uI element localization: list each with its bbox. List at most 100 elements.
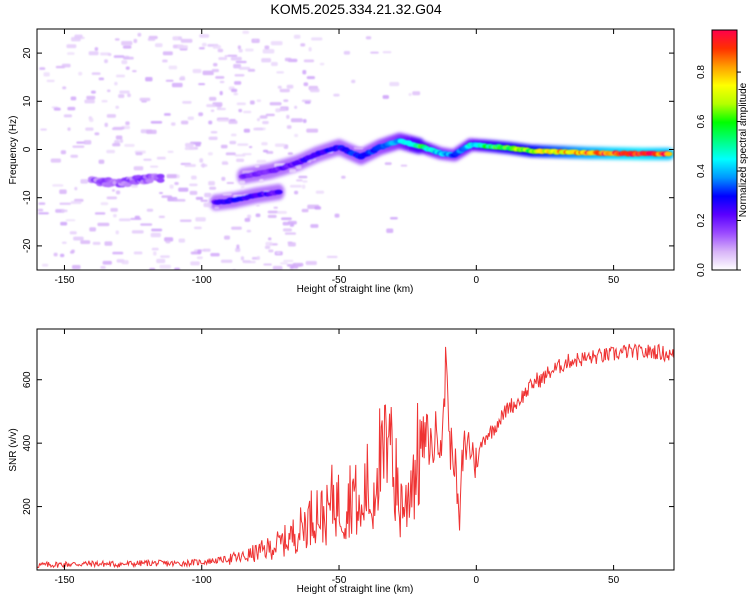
colorbar-tick-label: 0.0 [696,263,707,277]
spectrogram-speckle [160,255,170,258]
x-tick-label: -100 [192,275,212,286]
spectrogram-speckle [287,241,293,244]
spectrogram-speckle [255,213,261,218]
spectrogram-speckle [300,43,306,47]
spectrogram-speckle [306,128,319,133]
spectrogram-speckle [118,94,125,99]
spectrogram-speckle [267,214,277,219]
spectrogram-speckle [243,260,256,264]
x-tick-label: -150 [54,575,74,586]
spectrogram-speckle [139,97,151,102]
spectrogram-speckle [333,93,340,97]
spectrogram-speckle [86,95,96,100]
spectrogram-secondary-band [156,178,165,183]
spectrogram-speckle [89,227,97,232]
y-tick-label: 0 [22,146,33,152]
colorbar-tick-label: 0.6 [696,114,707,128]
spectrogram-speckle [254,164,260,168]
spectrogram-speckle [154,43,163,48]
spectrogram-speckle [216,107,226,111]
spectrogram-speckle [319,62,325,66]
spectrogram-speckle [112,143,121,147]
spectrogram-speckle [209,186,217,190]
spectrogram-speckle [265,113,275,117]
spectrogram-y-label: Frequency (Hz) [8,116,19,185]
spectrogram-speckle [189,190,198,195]
y-tick-label: -20 [22,238,33,253]
colorbar-tick-label: 0.2 [696,213,707,227]
spectrogram-speckle [113,214,117,218]
spectrogram-speckle [315,190,325,194]
spectrogram-speckle [264,45,270,50]
colorbar-tick-label: 0.4 [696,164,707,178]
spectrogram-speckle [280,262,288,265]
spectrogram-speckle [237,45,241,50]
spectrogram-speckle [302,70,307,75]
spectrogram-speckle [131,230,144,234]
spectrogram-speckle [253,127,264,131]
spectrogram-speckle [66,44,77,49]
spectrogram-speckle [150,232,161,238]
snr-y-label: SNR (v/v) [8,428,19,471]
spectrogram-speckle [353,146,364,150]
spectrogram-speckle [267,210,279,214]
spectrogram-speckle [104,59,108,64]
spectrogram-speckle [151,228,163,232]
y-tick-label: 200 [22,498,33,515]
spectrogram-speckle [115,135,123,140]
colorbar-gradient [712,30,737,270]
spectrogram-speckle [121,260,129,265]
spectrogram-speckle [264,245,271,250]
spectrogram-speckle [107,53,112,57]
spectrogram-speckle [303,59,315,63]
spectrogram-speckle [270,41,283,46]
spectrogram-speckle [178,187,189,192]
spectrogram-speckle [282,228,292,232]
spectrogram-speckle [50,158,61,163]
spectrogram-speckle [150,120,163,124]
spectrogram-speckle [69,231,77,235]
spectrogram-speckle [42,263,49,267]
spectrogram-speckle [76,141,86,144]
spectrogram-speckle [40,128,47,131]
y-tick-label: 600 [22,371,33,388]
spectrogram-speckle [71,37,81,42]
spectrogram-speckle [184,164,196,167]
spectrogram-speckle [210,109,215,113]
spectrogram-speckle [365,36,372,40]
spectrogram-speckle [277,210,287,214]
spectrogram-speckle [236,158,245,163]
spectrogram-speckle [98,77,105,81]
spectrogram-speckle [63,114,73,118]
spectrogram-speckle [61,63,71,68]
spectrogram-speckle [279,88,290,93]
spectrogram-speckle [72,264,81,270]
spectrogram-speckle [207,152,213,156]
spectrogram-speckle [38,202,46,205]
spectrogram-speckle [201,42,207,47]
spectrogram-speckle [256,204,260,207]
spectrogram-speckle [158,192,163,195]
spectrogram-speckle [253,38,257,42]
spectrogram-speckle [80,240,91,245]
spectrogram-speckle [167,150,174,153]
spectrogram-speckle [311,37,323,41]
spectrogram-speckle [110,208,118,212]
spectrogram-speckle [217,48,224,53]
spectrogram-speckle [249,100,255,105]
spectrogram-speckle [197,249,202,254]
spectrogram-speckle [100,52,111,56]
spectrogram-ridge-core [274,189,283,195]
spectrogram-speckle [115,105,120,109]
colorbar-tick-label: 0.8 [696,65,707,79]
spectrogram-speckle [412,91,421,96]
spectrogram-speckle [382,95,389,99]
spectrogram-speckle [334,213,340,218]
spectrogram-speckle [204,192,212,198]
spectrogram-speckle [67,106,76,111]
spectrogram-speckle [145,77,153,82]
spectrogram-speckle [294,105,298,109]
spectrogram-speckle [234,74,245,77]
spectrogram-speckle [306,76,315,80]
